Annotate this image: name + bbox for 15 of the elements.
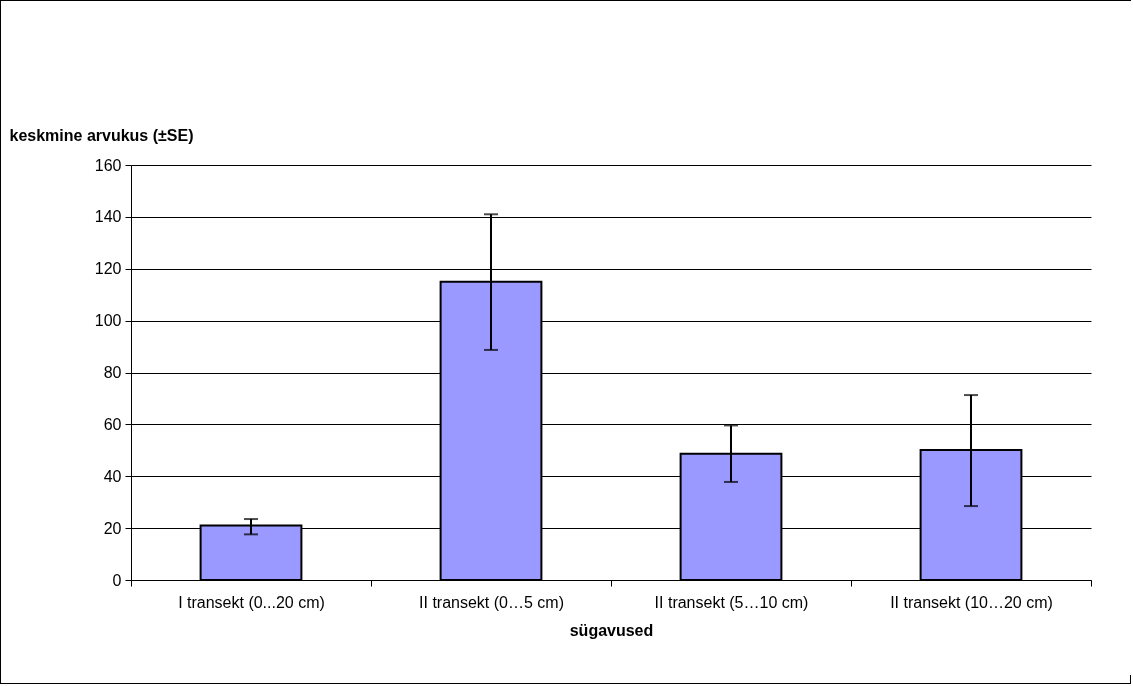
y-tick-label: 160 <box>94 156 122 174</box>
y-tick-label: 0 <box>112 571 122 589</box>
y-tick-label: 100 <box>94 312 122 330</box>
y-tick-label: 60 <box>103 415 122 433</box>
x-axis-title: sügavused <box>569 621 654 639</box>
y-tick-label: 80 <box>103 364 122 381</box>
x-tick-label: II transekt (0…5 cm) <box>419 593 564 611</box>
x-tick-label: I transekt (0...20 cm) <box>178 593 325 611</box>
x-tick-label: II transekt (10…20 cm) <box>890 593 1053 611</box>
y-tick-label: 40 <box>103 467 122 485</box>
y-tick-label: 120 <box>94 260 122 278</box>
y-tick-label: 140 <box>94 208 122 226</box>
y-axis-title: keskmine arvukus (±SE) <box>9 126 194 144</box>
x-tick-label: II transekt (5…10 cm) <box>654 593 809 611</box>
y-tick-label: 20 <box>103 519 122 537</box>
